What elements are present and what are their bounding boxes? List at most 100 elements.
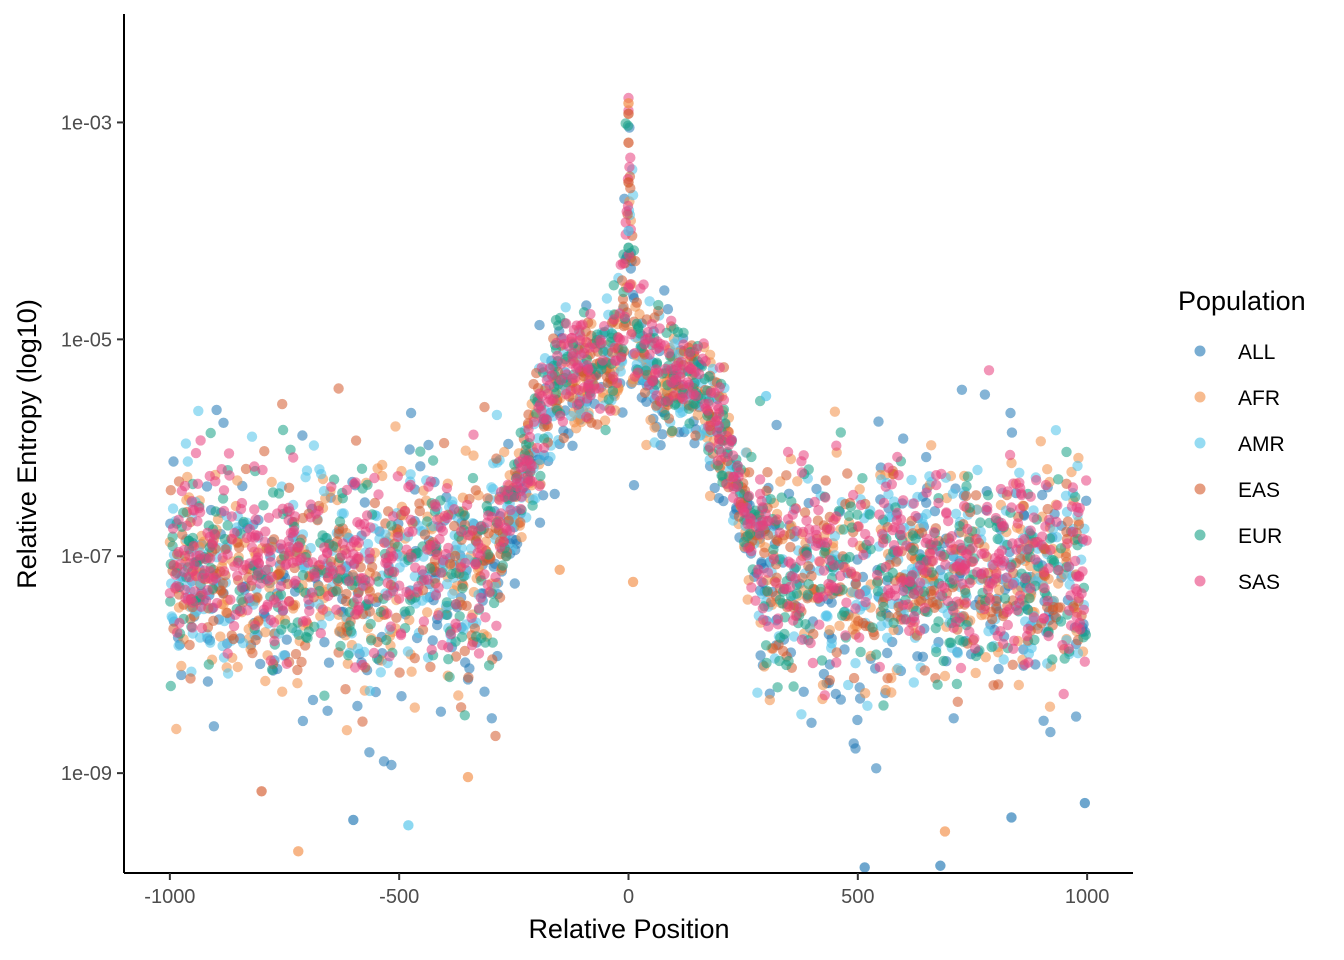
point-sas xyxy=(315,628,326,639)
point-eur xyxy=(878,700,889,711)
point-amr xyxy=(615,366,626,377)
point-sas xyxy=(246,575,258,586)
point-sas xyxy=(275,581,287,592)
point-sas xyxy=(650,364,662,375)
point-sas xyxy=(304,605,315,617)
point-outlier-all xyxy=(859,862,870,873)
point-sas xyxy=(1008,643,1019,654)
legend-label-sas: SAS xyxy=(1238,571,1280,594)
point-sas xyxy=(948,605,959,616)
point-sas xyxy=(646,375,658,386)
point-amr xyxy=(539,353,551,364)
point-eas xyxy=(803,561,814,572)
point-afr xyxy=(742,594,753,605)
point-sas xyxy=(1001,606,1013,618)
point-eur xyxy=(343,650,354,661)
point-sas xyxy=(828,515,839,526)
point-sas xyxy=(898,495,909,506)
point-sas xyxy=(548,394,559,405)
point-eur xyxy=(319,690,330,701)
point-amr xyxy=(882,632,893,643)
point-eas xyxy=(1055,602,1066,613)
point-sas xyxy=(322,590,334,602)
point-eas xyxy=(919,665,930,676)
point-amr xyxy=(219,615,230,627)
point-all xyxy=(798,686,809,697)
point-eur xyxy=(622,120,634,131)
point-amr xyxy=(862,700,873,711)
point-sas xyxy=(309,568,320,579)
point-sas xyxy=(222,648,233,659)
point-sas xyxy=(557,416,569,427)
x-tick-label: 1000 xyxy=(1065,886,1110,908)
point-sas xyxy=(651,390,662,401)
point-eur xyxy=(945,637,957,648)
point-sas xyxy=(1074,617,1086,629)
point-sas xyxy=(536,362,547,373)
point-sas xyxy=(441,512,453,524)
point-all xyxy=(1038,715,1049,726)
point-sas xyxy=(466,612,477,623)
point-sas xyxy=(468,429,479,440)
point-sas xyxy=(962,523,973,535)
point-eur xyxy=(373,576,384,587)
point-eas xyxy=(240,463,252,475)
point-sas xyxy=(762,567,774,578)
point-eur xyxy=(776,492,787,503)
point-sas xyxy=(1019,573,1031,584)
point-amr xyxy=(173,640,184,651)
point-eas xyxy=(216,585,227,596)
point-sas xyxy=(599,321,610,332)
point-sas xyxy=(1074,502,1086,514)
point-sas xyxy=(413,581,424,592)
point-eas xyxy=(165,485,176,496)
point-eas xyxy=(459,645,470,657)
point-sas xyxy=(907,569,918,581)
point-sas xyxy=(534,399,546,410)
point-all xyxy=(255,658,266,670)
point-sas xyxy=(538,442,550,453)
point-all xyxy=(1045,726,1056,738)
point-sas xyxy=(1004,449,1016,461)
legend-key-all xyxy=(1194,345,1206,357)
point-eas xyxy=(366,561,378,573)
point-afr xyxy=(1044,701,1056,712)
point-eur xyxy=(203,659,214,670)
point-sas xyxy=(1063,643,1075,654)
point-amr xyxy=(947,488,958,499)
point-sas xyxy=(983,365,995,376)
point-eas xyxy=(438,437,450,449)
point-amr xyxy=(1014,467,1025,478)
point-amr xyxy=(182,456,193,467)
point-sas xyxy=(814,619,825,630)
point-sas xyxy=(1058,688,1069,700)
legend-label-amr: AMR xyxy=(1238,433,1285,456)
point-sas xyxy=(406,552,417,563)
point-afr xyxy=(390,421,401,432)
point-sas xyxy=(936,468,947,480)
point-eas xyxy=(991,603,1002,614)
point-afr xyxy=(516,532,527,543)
point-afr xyxy=(377,470,388,482)
point-outlier-afr xyxy=(627,576,639,588)
point-sas xyxy=(1071,586,1083,597)
point-sas xyxy=(473,603,485,614)
point-eas xyxy=(690,430,701,441)
point-afr xyxy=(634,309,645,320)
point-sas xyxy=(232,570,243,582)
point-sas xyxy=(757,603,769,614)
point-all xyxy=(323,657,335,668)
point-sas xyxy=(895,514,907,525)
point-sas xyxy=(743,542,754,554)
point-eur xyxy=(852,509,863,520)
point-eas xyxy=(842,468,853,479)
point-eas xyxy=(743,467,755,478)
point-sas xyxy=(892,451,903,463)
point-afr xyxy=(499,446,510,458)
point-sas xyxy=(490,571,501,583)
point-sas xyxy=(403,481,414,493)
x-tick-label: -1000 xyxy=(144,886,195,908)
point-sas xyxy=(677,379,689,391)
point-eur xyxy=(768,544,779,555)
point-amr xyxy=(649,437,660,448)
